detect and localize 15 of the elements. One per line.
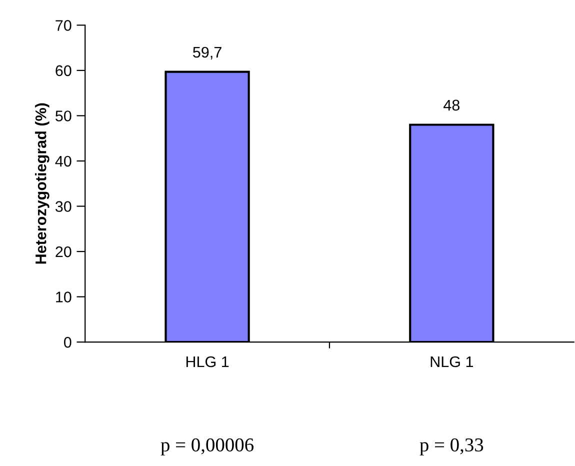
x-tick-label: NLG 1	[430, 356, 473, 368]
data-label: 59,7	[193, 46, 222, 60]
y-tick-label: 30	[55, 201, 72, 212]
y-tick-label: 40	[55, 156, 72, 167]
y-tick-label: 20	[56, 246, 72, 258]
text: p = 0,00006	[160, 438, 254, 456]
y-tick-label: 10	[56, 292, 72, 302]
data-label: 48	[444, 100, 460, 111]
text: p = 0,33	[420, 438, 484, 456]
y-tick-label: 60	[56, 65, 72, 76]
x-tick-label: HLG 1	[186, 356, 229, 368]
y-tick-label: 0	[64, 336, 72, 348]
y-tick-label: 50	[56, 110, 72, 122]
y-axis-title: Heterozygotiegrad (%)	[35, 103, 50, 264]
y-tick-label: 70	[56, 20, 72, 31]
